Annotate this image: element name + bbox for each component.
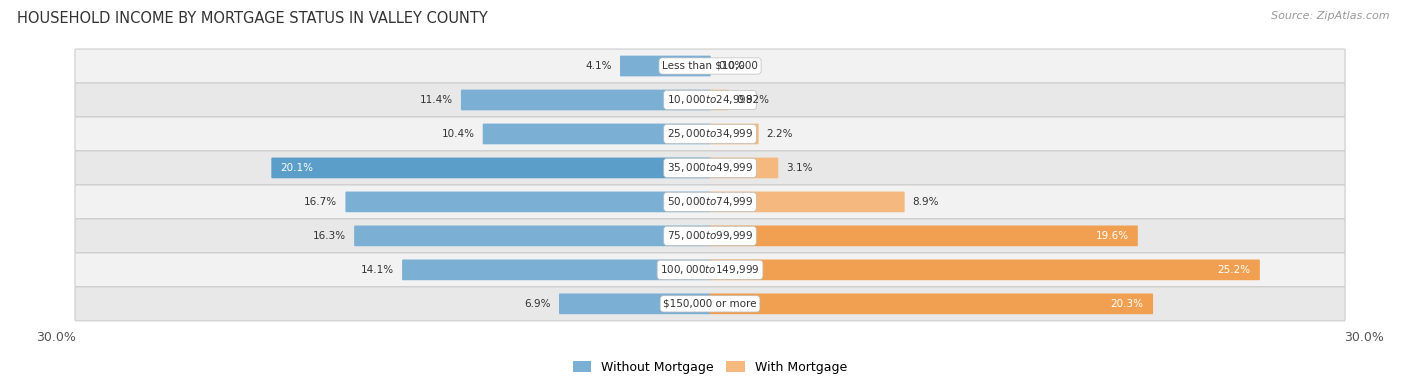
FancyBboxPatch shape — [710, 158, 779, 178]
FancyBboxPatch shape — [75, 49, 1346, 83]
Text: $150,000 or more: $150,000 or more — [664, 299, 756, 309]
FancyBboxPatch shape — [402, 259, 710, 280]
FancyBboxPatch shape — [710, 124, 759, 144]
FancyBboxPatch shape — [346, 192, 710, 212]
FancyBboxPatch shape — [75, 287, 1346, 321]
Text: 3.1%: 3.1% — [786, 163, 813, 173]
Text: 2.2%: 2.2% — [766, 129, 793, 139]
FancyBboxPatch shape — [75, 253, 1346, 287]
FancyBboxPatch shape — [75, 83, 1346, 117]
FancyBboxPatch shape — [75, 151, 1346, 185]
Text: 20.3%: 20.3% — [1111, 299, 1143, 309]
FancyBboxPatch shape — [75, 219, 1346, 253]
Text: 0.0%: 0.0% — [718, 61, 745, 71]
FancyBboxPatch shape — [710, 90, 728, 110]
Text: 25.2%: 25.2% — [1218, 265, 1250, 275]
Text: 20.1%: 20.1% — [281, 163, 314, 173]
Text: 19.6%: 19.6% — [1095, 231, 1129, 241]
FancyBboxPatch shape — [620, 56, 710, 77]
Text: HOUSEHOLD INCOME BY MORTGAGE STATUS IN VALLEY COUNTY: HOUSEHOLD INCOME BY MORTGAGE STATUS IN V… — [17, 11, 488, 26]
Text: $25,000 to $34,999: $25,000 to $34,999 — [666, 127, 754, 141]
Text: 10.4%: 10.4% — [441, 129, 475, 139]
Text: 16.3%: 16.3% — [314, 231, 346, 241]
FancyBboxPatch shape — [710, 293, 1153, 314]
FancyBboxPatch shape — [710, 259, 1260, 280]
FancyBboxPatch shape — [354, 225, 710, 246]
Text: Less than $10,000: Less than $10,000 — [662, 61, 758, 71]
Text: 14.1%: 14.1% — [361, 265, 394, 275]
FancyBboxPatch shape — [271, 158, 710, 178]
Text: Source: ZipAtlas.com: Source: ZipAtlas.com — [1271, 11, 1389, 21]
Text: 0.82%: 0.82% — [737, 95, 769, 105]
Text: $75,000 to $99,999: $75,000 to $99,999 — [666, 229, 754, 242]
FancyBboxPatch shape — [482, 124, 710, 144]
FancyBboxPatch shape — [461, 90, 710, 110]
Text: $35,000 to $49,999: $35,000 to $49,999 — [666, 161, 754, 175]
FancyBboxPatch shape — [710, 225, 1137, 246]
Text: 11.4%: 11.4% — [420, 95, 453, 105]
Legend: Without Mortgage, With Mortgage: Without Mortgage, With Mortgage — [568, 356, 852, 377]
FancyBboxPatch shape — [75, 185, 1346, 219]
Text: $50,000 to $74,999: $50,000 to $74,999 — [666, 195, 754, 208]
Text: 4.1%: 4.1% — [585, 61, 612, 71]
FancyBboxPatch shape — [710, 192, 904, 212]
FancyBboxPatch shape — [560, 293, 710, 314]
Text: $10,000 to $24,999: $10,000 to $24,999 — [666, 93, 754, 106]
Text: 8.9%: 8.9% — [912, 197, 939, 207]
FancyBboxPatch shape — [75, 117, 1346, 151]
Text: $100,000 to $149,999: $100,000 to $149,999 — [661, 264, 759, 276]
Text: 6.9%: 6.9% — [524, 299, 551, 309]
Text: 16.7%: 16.7% — [304, 197, 337, 207]
